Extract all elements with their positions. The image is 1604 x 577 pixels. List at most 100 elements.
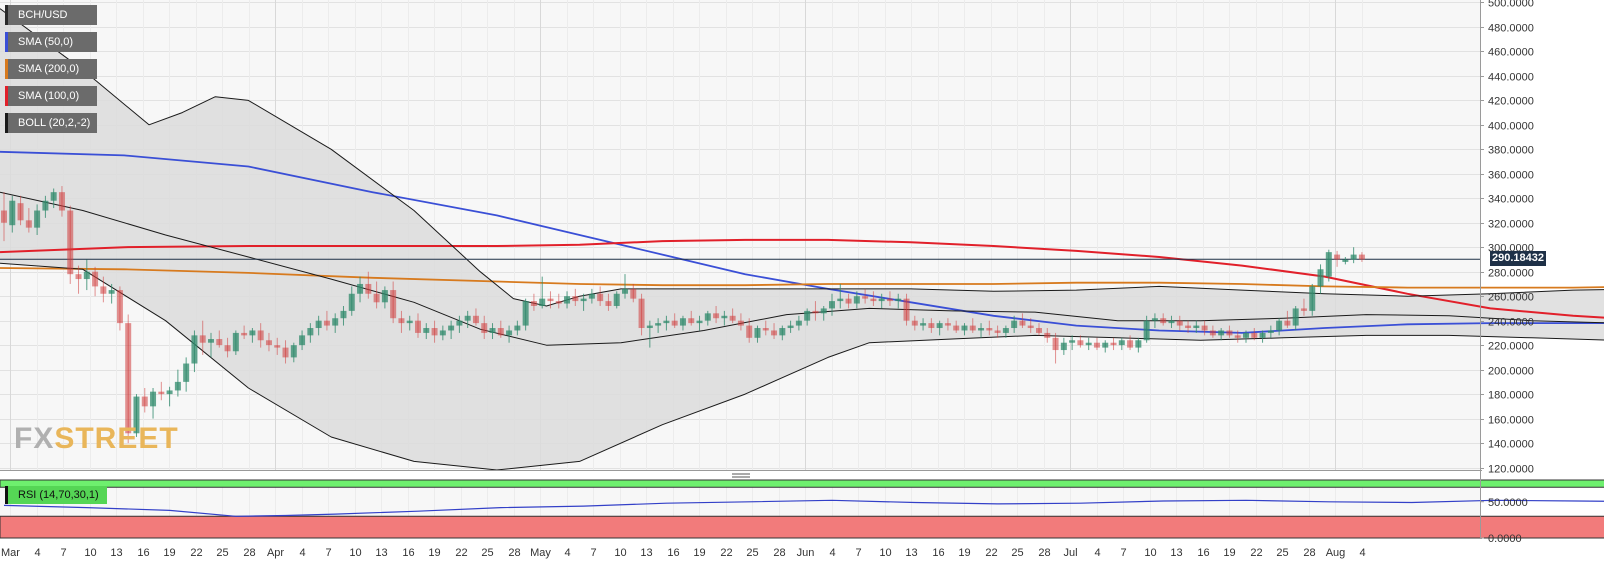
legend-sma200[interactable]: SMA (200,0) <box>5 59 98 79</box>
x-tick-label: 22 <box>190 547 202 559</box>
candle <box>1102 340 1109 353</box>
candle-body <box>1118 340 1125 346</box>
y-tick-label: 480.0000 <box>1488 23 1534 35</box>
candle <box>580 293 587 311</box>
candle-body <box>257 330 264 341</box>
candle-body <box>75 274 82 280</box>
candle-body <box>398 318 405 324</box>
candle-body <box>1317 269 1324 287</box>
candle-body <box>116 290 123 324</box>
candle-body <box>282 347 289 358</box>
y-tick-label: 320.0000 <box>1488 219 1534 231</box>
panel-resize-handle[interactable] <box>732 473 750 478</box>
candle-body <box>348 293 355 311</box>
candle-body <box>1350 254 1357 260</box>
candle <box>274 337 281 355</box>
candle-body <box>688 318 695 324</box>
candle-body <box>903 298 910 321</box>
x-tick-label: 22 <box>720 547 732 559</box>
candle <box>944 318 951 331</box>
candle-body <box>746 325 753 338</box>
candle-body <box>299 335 306 346</box>
x-tick-label: 7 <box>1120 547 1126 559</box>
candle-body <box>795 320 802 326</box>
legend-boll[interactable]: BOLL (20,2,-2) <box>5 113 98 133</box>
candle <box>903 293 910 326</box>
candle-body <box>895 298 902 302</box>
candle-body <box>472 315 479 324</box>
candle <box>166 386 173 407</box>
x-tick-label: 25 <box>216 547 228 559</box>
legend-symbol[interactable]: BCH/USD <box>5 5 98 25</box>
candle <box>1151 313 1158 329</box>
candle <box>1284 310 1291 329</box>
candle <box>746 318 753 343</box>
candle-body <box>108 290 115 294</box>
candle <box>597 286 604 306</box>
x-tick-label: 25 <box>1276 547 1288 559</box>
candle <box>150 387 157 419</box>
candle <box>1267 325 1274 338</box>
candle-body <box>1201 325 1208 331</box>
candle <box>1292 305 1299 331</box>
candle <box>373 281 380 309</box>
legend-rsi[interactable]: RSI (14,70,30,1) <box>5 486 107 504</box>
candle-body <box>166 390 173 395</box>
candle <box>464 310 471 329</box>
candle <box>1300 298 1307 316</box>
candle <box>572 288 579 306</box>
candle <box>125 314 132 444</box>
x-tick-label: 13 <box>905 547 917 559</box>
candle <box>1110 337 1117 351</box>
candle <box>522 298 529 331</box>
legend-sma50[interactable]: SMA (50,0) <box>5 32 98 52</box>
bollinger-band-fill <box>0 8 1604 470</box>
candle <box>928 318 935 333</box>
candle <box>1085 337 1092 351</box>
x-tick-label: 4 <box>1094 547 1100 559</box>
x-tick-label: 28 <box>1303 547 1315 559</box>
y-tick-label: 240.0000 <box>1488 317 1534 329</box>
candle-body <box>961 325 968 331</box>
rsi-y-tick-label: 0.0000 <box>1488 533 1522 545</box>
candle-body <box>1325 252 1332 277</box>
candle-body <box>1259 332 1266 338</box>
candle-body <box>729 315 736 321</box>
candle <box>837 283 844 309</box>
x-tick-label: 28 <box>243 547 255 559</box>
candle-body <box>1193 325 1200 329</box>
candle <box>174 369 181 397</box>
candle-body <box>530 301 537 306</box>
candle <box>688 310 695 326</box>
candle-body <box>1044 332 1051 338</box>
candle-body <box>497 328 504 336</box>
candle-body <box>1300 308 1307 311</box>
candle-body <box>696 320 703 324</box>
candle-body <box>1185 325 1192 329</box>
y-tick-label: 180.0000 <box>1488 390 1534 402</box>
candle-body <box>845 298 852 304</box>
candle <box>779 325 786 341</box>
candle-body <box>423 328 430 333</box>
candle-body <box>42 200 49 211</box>
candle-body <box>25 220 32 228</box>
candle-body <box>1151 318 1158 321</box>
candle-body <box>17 203 24 221</box>
candle <box>911 315 918 331</box>
x-tick-label: Mar <box>1 547 20 559</box>
candle-body <box>820 308 827 314</box>
candle <box>415 313 421 338</box>
x-tick-label: 16 <box>1197 547 1209 559</box>
candle-body <box>1234 335 1241 338</box>
x-tick-label: Aug <box>1326 547 1346 559</box>
candle <box>1 192 7 242</box>
x-tick-label: 13 <box>1170 547 1182 559</box>
y-tick-label: 200.0000 <box>1488 366 1534 378</box>
candle <box>564 291 571 309</box>
candle-body <box>340 310 347 319</box>
candle-body <box>1160 318 1167 324</box>
candle <box>713 305 720 324</box>
candle <box>754 325 761 343</box>
legend-sma100[interactable]: SMA (100,0) <box>5 86 98 106</box>
candle <box>290 342 297 363</box>
